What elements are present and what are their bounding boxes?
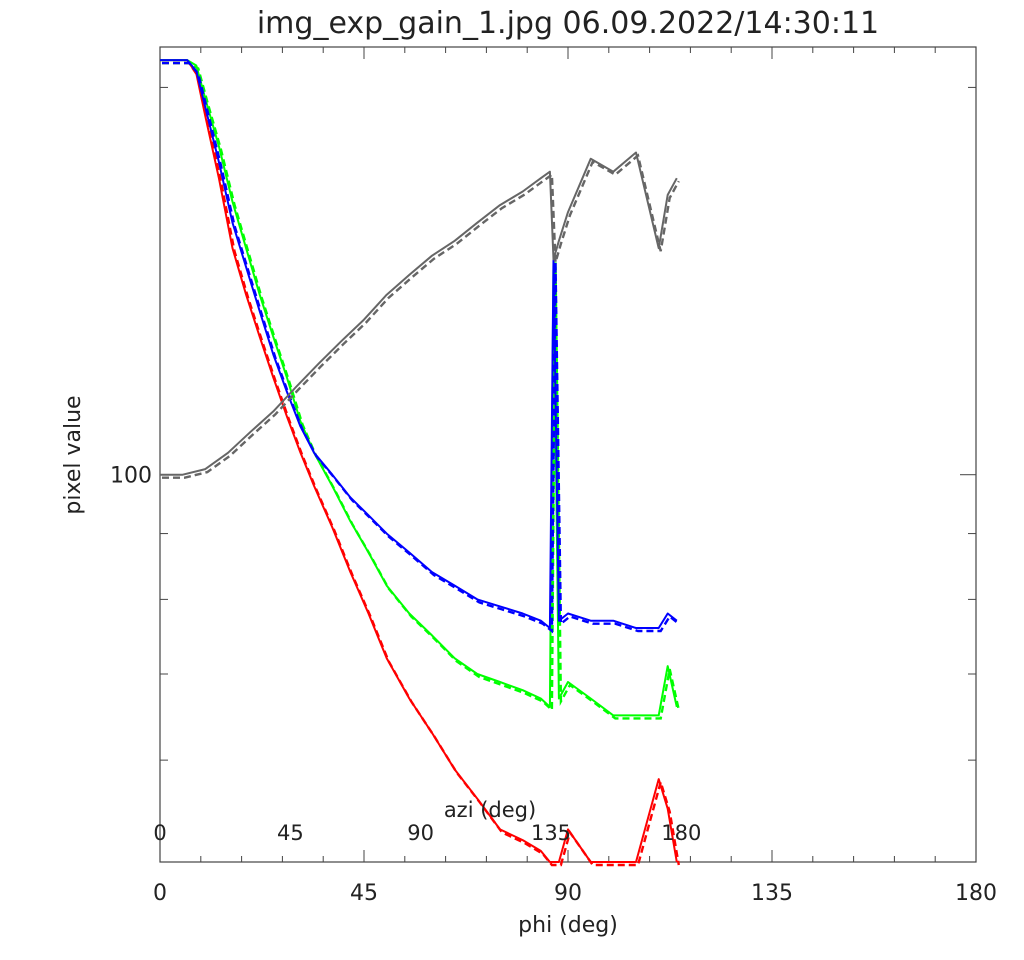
- x-tick-label: 180: [955, 881, 997, 906]
- x-tick-label: 90: [554, 881, 582, 906]
- y-axis-label: pixel value: [61, 395, 86, 514]
- y-axis-minor-ticks: [160, 86, 976, 761]
- series-dashed-line-4: [162, 153, 680, 479]
- series-line-4: [160, 151, 678, 476]
- series-dashed-line-1: [162, 61, 680, 867]
- series-dashed-line-3: [162, 61, 680, 634]
- secondary-tick-label: 135: [531, 821, 571, 845]
- series-dashed-line-2: [162, 61, 680, 720]
- secondary-tick-label: 0: [153, 821, 166, 845]
- y-axis: 100: [110, 464, 976, 489]
- x-axis-label: phi (deg): [518, 913, 618, 938]
- x-tick-label: 0: [153, 881, 167, 906]
- plot-area: [160, 59, 680, 867]
- x-tick-label: 45: [350, 881, 378, 906]
- secondary-tick-label: 90: [407, 821, 434, 845]
- plot-frame: [159, 46, 977, 863]
- secondary-tick-label: 45: [277, 821, 304, 845]
- x-axis: 0 45 90 135 180: [153, 47, 997, 906]
- series-line-2: [160, 59, 678, 717]
- secondary-tick-label: 180: [661, 821, 701, 845]
- secondary-axis-label: azi (deg): [444, 798, 536, 822]
- secondary-x-axis: 0 45 90 135 180: [153, 821, 701, 845]
- chart-title: img_exp_gain_1.jpg 06.09.2022/14:30:11: [257, 6, 879, 41]
- x-tick-label: 135: [751, 881, 793, 906]
- series-line-3: [160, 59, 678, 629]
- series-line-1: [160, 59, 678, 863]
- y-tick-label: 100: [110, 464, 152, 489]
